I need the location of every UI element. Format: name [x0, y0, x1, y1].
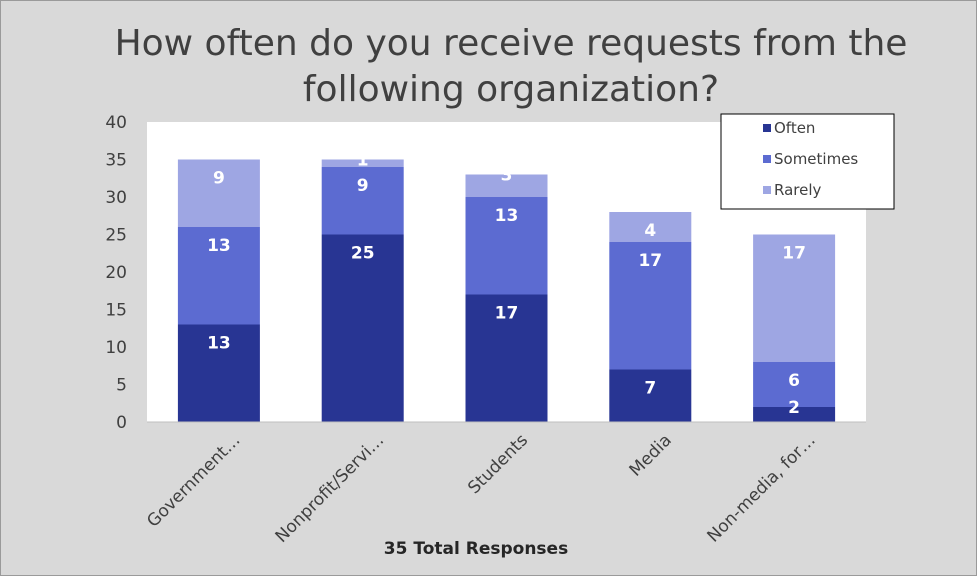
- legend-swatch-often: [763, 124, 771, 132]
- bar-often-3: [609, 369, 692, 422]
- bar-sometimes-4: [753, 362, 836, 407]
- bar-rarely-3: [609, 212, 692, 242]
- legend-label-rarely: Rarely: [774, 181, 822, 199]
- y-tick-label: 5: [116, 376, 127, 396]
- x-axis: Government… Nonprofit/Servi… Students Media…: [143, 430, 819, 547]
- data-label: 25: [351, 244, 375, 264]
- bar-sometimes-3: [609, 242, 692, 370]
- bar-often-0: [177, 324, 260, 422]
- bar-rarely-0: [177, 159, 260, 227]
- data-label: 9: [357, 176, 369, 196]
- data-label: 13: [495, 206, 519, 226]
- y-tick-label: 15: [105, 301, 127, 321]
- x-tick-label: Media: [626, 430, 676, 480]
- data-label: 1: [357, 151, 369, 171]
- x-axis-title: 35 Total Responses: [384, 539, 568, 559]
- legend-swatch-sometimes: [763, 155, 771, 163]
- x-tick-label: Nonprofit/Servi…: [272, 430, 389, 547]
- data-label: 13: [207, 236, 231, 256]
- data-label: 17: [495, 304, 519, 324]
- legend-label-sometimes: Sometimes: [774, 150, 858, 168]
- bars: [177, 159, 836, 422]
- legend-swatch-rarely: [763, 186, 771, 194]
- y-tick-label: 40: [105, 113, 127, 133]
- bar-sometimes-2: [465, 197, 548, 295]
- data-labels: 13 13 9 25 9 1 17 13 3 7 17 4 2 6 17: [207, 151, 806, 419]
- y-tick-label: 10: [105, 338, 127, 358]
- bar-often-4: [753, 407, 836, 422]
- y-tick-label: 0: [116, 413, 127, 433]
- data-label: 13: [207, 334, 231, 354]
- y-tick-label: 30: [105, 188, 127, 208]
- data-label: 6: [788, 371, 800, 391]
- bar-sometimes-0: [177, 227, 260, 325]
- data-label: 7: [644, 379, 656, 399]
- legend: Often Sometimes Rarely: [720, 113, 895, 210]
- bar-rarely-2: [465, 174, 548, 197]
- bar-rarely-4: [753, 234, 836, 362]
- bar-rarely-1: [321, 159, 404, 167]
- y-tick-label: 35: [105, 151, 127, 171]
- legend-label-often: Often: [774, 119, 815, 137]
- data-label: 4: [644, 221, 656, 241]
- data-label: 2: [788, 398, 800, 418]
- x-tick-label: Non-media, for…: [704, 430, 820, 546]
- bar-often-1: [321, 234, 404, 422]
- data-label: 17: [782, 244, 806, 264]
- bar-often-2: [465, 294, 548, 422]
- x-tick-label: Government…: [143, 430, 244, 531]
- y-tick-label: 20: [105, 263, 127, 283]
- y-axis: 0 5 10 15 20 25 30 35 40: [105, 113, 127, 433]
- bar-sometimes-1: [321, 167, 404, 235]
- x-tick-label: Students: [464, 430, 532, 498]
- data-label: 9: [213, 169, 225, 189]
- chart-title: How often do you receive requests from t…: [114, 23, 908, 110]
- y-tick-label: 25: [105, 226, 127, 246]
- legend-box: [720, 113, 895, 210]
- data-label: 17: [638, 251, 662, 271]
- data-label: 3: [501, 166, 513, 186]
